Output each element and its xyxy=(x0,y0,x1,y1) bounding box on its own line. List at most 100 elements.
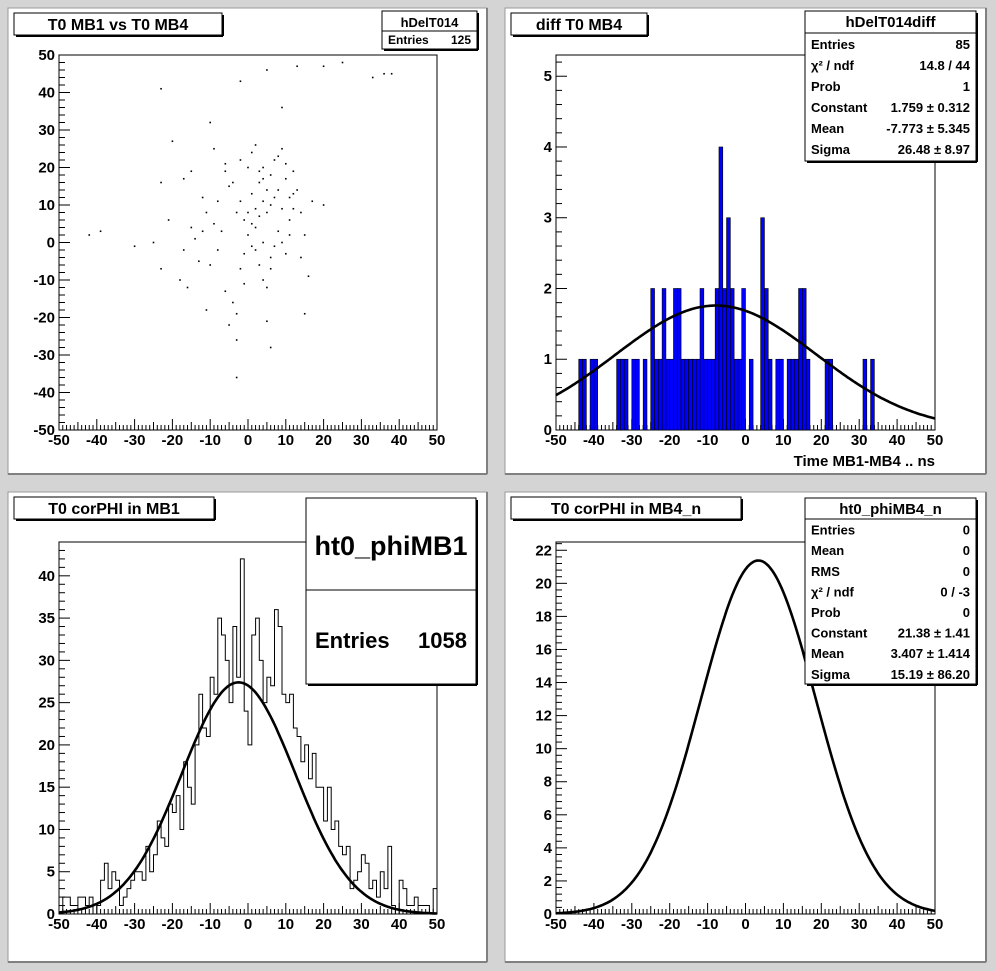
scatter-point xyxy=(239,80,242,83)
scatter-point xyxy=(194,237,196,240)
scatter-point xyxy=(296,65,298,68)
stats-label: Entries xyxy=(388,33,429,47)
scatter-point xyxy=(247,234,249,236)
scatter-point xyxy=(99,230,102,233)
scatter-point xyxy=(224,170,227,173)
x-tick-label: 10 xyxy=(277,916,294,933)
y-tick-label: 0 xyxy=(47,906,55,923)
histogram-bar xyxy=(673,288,678,431)
x-tick-label: 20 xyxy=(315,432,332,449)
scatter-point xyxy=(216,249,219,251)
histogram-bar xyxy=(654,358,659,431)
histogram-bar xyxy=(805,358,811,431)
y-tick-label: 8 xyxy=(544,774,552,791)
scatter-point xyxy=(390,72,393,75)
scatter-point xyxy=(292,207,295,210)
stats-value: 26.48 ± 8.97 xyxy=(898,142,970,157)
x-tick-label: 10 xyxy=(277,432,294,449)
stats-box: hDelT014 Entries 125 xyxy=(381,10,479,51)
scatter-point xyxy=(258,264,261,266)
y-tick-label: 2 xyxy=(544,280,552,297)
stats-value: 0 xyxy=(963,605,970,620)
scatter-point xyxy=(285,162,287,165)
histogram-bar xyxy=(730,288,735,431)
stats-name: hDelT014diff xyxy=(845,14,936,31)
scatter-point xyxy=(235,339,238,341)
stats-value: 85 xyxy=(956,37,970,52)
scatter-point xyxy=(160,181,162,184)
scatter-point xyxy=(371,76,374,79)
pad-2: -50 -40 -30 -20 -10 0 10 20 30 40 50 0 1 2 3 4 5 diff T0 … xyxy=(504,7,987,475)
scatter-point xyxy=(273,196,276,199)
stats-value: 1 xyxy=(963,79,970,94)
x-tick-label: -20 xyxy=(162,432,184,449)
scatter-point xyxy=(220,230,223,233)
stats-label: Constant xyxy=(811,626,868,641)
scatter-point xyxy=(160,87,162,90)
x-tick-label: -20 xyxy=(162,916,184,933)
scatter-point xyxy=(247,211,249,214)
scatter-point xyxy=(254,249,257,251)
scatter-point xyxy=(209,264,211,266)
x-tick-label: -40 xyxy=(583,916,605,933)
x-tick-label: 40 xyxy=(889,916,906,933)
stats-box: ht0_phiMB1 Entries 1058 xyxy=(305,497,478,686)
scatter-point xyxy=(182,177,185,180)
chart-title: diff T0 MB4 xyxy=(536,17,622,34)
stats-label: Prob xyxy=(811,605,841,620)
histogram-bar xyxy=(578,358,583,431)
stats-label: Prob xyxy=(811,79,841,94)
histogram-bar xyxy=(707,358,712,431)
scatter-point xyxy=(277,189,280,191)
histogram-bar xyxy=(703,358,708,431)
y-tick-label: 40 xyxy=(38,568,55,585)
fit-curve xyxy=(555,304,936,420)
y-axis: 0 2 4 6 8 10 12 14 16 18 20 22 xyxy=(535,542,567,923)
stats-value: 15.19 ± 86.20 xyxy=(891,667,970,682)
x-tick-label: 30 xyxy=(353,916,370,933)
y-tick-label: 30 xyxy=(38,122,55,139)
scatter-point xyxy=(205,309,208,311)
scatter-point xyxy=(160,267,162,270)
y-tick-label: 20 xyxy=(38,160,55,177)
y-tick-label: 2 xyxy=(544,873,552,890)
histogram-bar xyxy=(748,358,754,431)
x-tick-label: 50 xyxy=(429,916,446,933)
scatter-point xyxy=(266,189,268,191)
data-layer xyxy=(88,61,393,379)
y-tick-label: 6 xyxy=(544,807,552,824)
stats-name: ht0_phiMB4_n xyxy=(839,501,942,518)
x-tick-label: 0 xyxy=(244,432,252,449)
histogram-outline xyxy=(59,558,437,915)
x-tick-label: -30 xyxy=(621,432,643,449)
scatter-point xyxy=(224,290,227,293)
histogram-bar xyxy=(680,358,686,431)
y-axis: 0 5 10 15 20 25 30 35 40 xyxy=(38,541,70,923)
scatter-point xyxy=(243,219,246,221)
stats-frame xyxy=(804,497,977,685)
x-axis: -50 -40 -30 -20 -10 0 10 20 30 40 50 xyxy=(48,419,445,449)
x-tick-label: -10 xyxy=(697,916,719,933)
fit-curve xyxy=(58,680,438,915)
x-tick-label: -50 xyxy=(48,432,70,449)
stats-label: χ² / ndf xyxy=(811,58,855,73)
histogram-bar xyxy=(631,358,636,431)
data-layer xyxy=(555,146,936,431)
scatter-point xyxy=(216,200,219,203)
scatter-point xyxy=(243,282,246,285)
y-tick-label: 22 xyxy=(535,542,552,559)
histogram-bar xyxy=(722,288,727,431)
y-tick-label: 3 xyxy=(544,210,552,227)
scatter-point xyxy=(232,301,234,304)
pad-4: -50 -40 -30 -20 -10 0 10 20 30 40 50 0 2 4 6 8 10 12 14 16 1… xyxy=(504,491,987,963)
scatter-point xyxy=(285,177,287,180)
scatter-point xyxy=(224,162,227,165)
stats-box: ht0_phiMB4_n Entries 0 Mean 0 RMS 0 χ² / ndf 0 /… xyxy=(804,497,978,686)
y-tick-label: 12 xyxy=(535,708,552,725)
y-tick-label: -30 xyxy=(33,347,55,364)
y-tick-label: 16 xyxy=(535,641,552,658)
scatter-point xyxy=(201,230,204,233)
x-tick-label: 20 xyxy=(813,916,830,933)
stats-name: ht0_phiMB1 xyxy=(314,531,467,561)
histogram-bar xyxy=(620,358,625,431)
